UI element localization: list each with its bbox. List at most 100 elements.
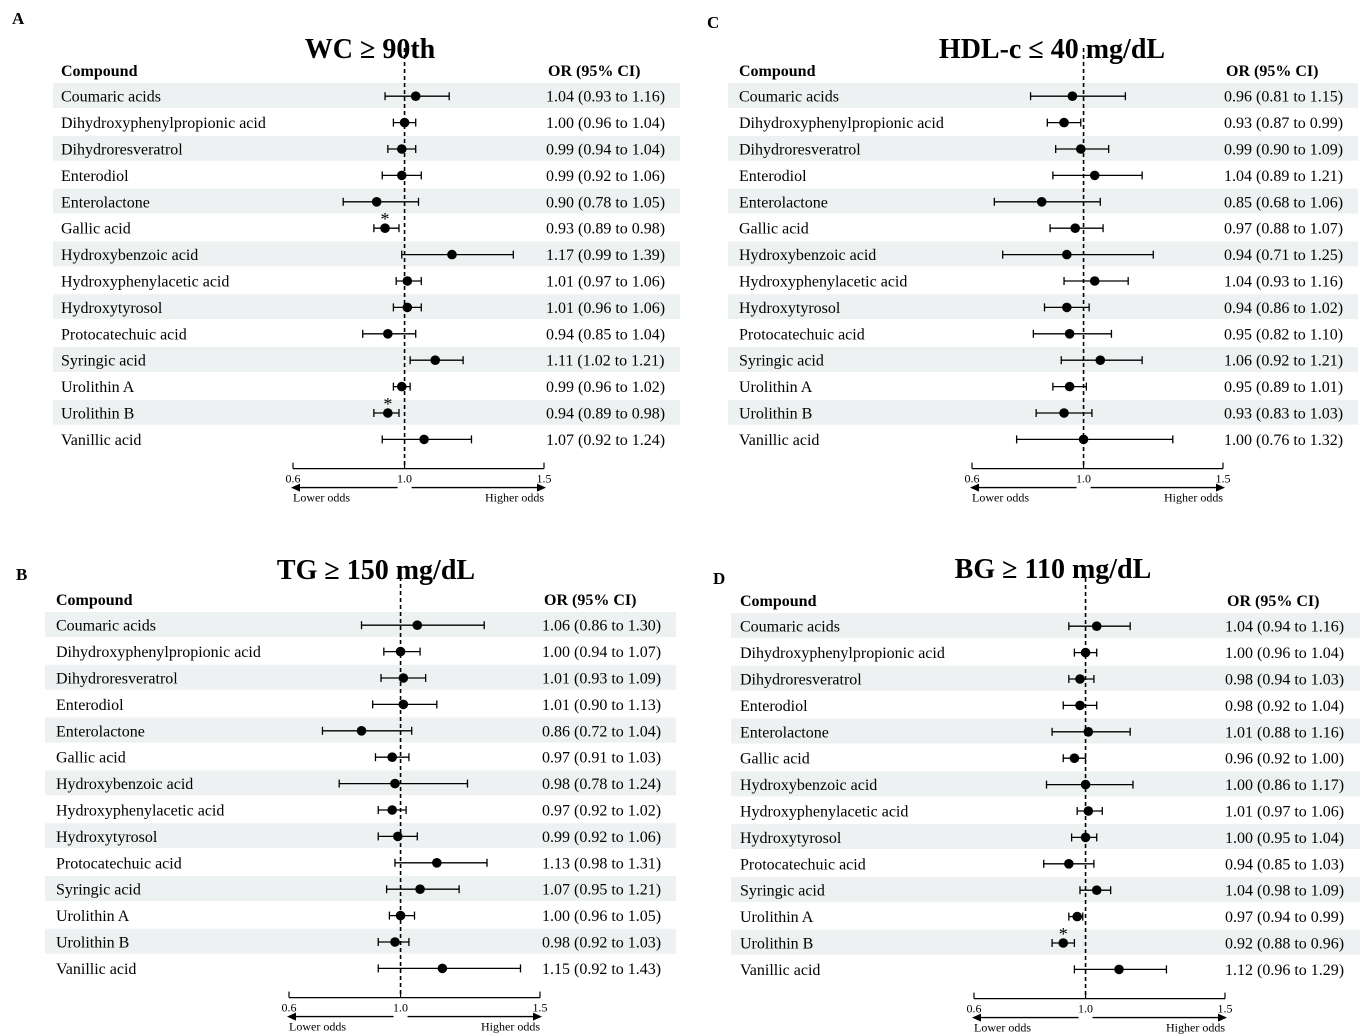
or-ci-value: 0.96 (0.81 to 1.15) <box>1224 89 1343 106</box>
compound-label: Hydroxyphenylacetic acid <box>56 803 224 820</box>
higher-odds-label: Higher odds <box>1164 491 1223 505</box>
compound-label: Hydroxybenzoic acid <box>61 247 198 264</box>
higher-odds-label: Higher odds <box>485 491 544 505</box>
or-ci-value: 0.86 (0.72 to 1.04) <box>542 723 661 740</box>
x-axis-tick-label: 0.6 <box>282 1001 297 1015</box>
compound-label: Dihydroresveratrol <box>56 671 178 688</box>
forest-panel-d: D BG ≥ 110 mg/dL Compound OR (95% CI) Coumar… <box>713 554 1360 1034</box>
or-point <box>396 170 407 181</box>
compound-label: Dihydroxyphenylpropionic acid <box>739 115 944 132</box>
or-point <box>437 963 448 974</box>
row-stripe <box>45 770 676 796</box>
compound-label: Gallic acid <box>739 221 809 238</box>
or-point <box>390 778 400 789</box>
compound-label: Gallic acid <box>61 221 131 238</box>
row-stripe <box>45 612 676 637</box>
or-point <box>392 831 403 842</box>
higher-odds-arrowhead <box>537 483 546 492</box>
compound-label: Hydroxytyrosol <box>61 300 163 317</box>
or-ci-value: 1.00 (0.95 to 1.04) <box>1225 830 1344 847</box>
compound-label: Coumaric acids <box>740 619 840 636</box>
row-stripe <box>731 929 1360 955</box>
or-ci-value: 0.99 (0.96 to 1.02) <box>546 379 665 396</box>
or-point <box>396 381 407 392</box>
compound-label: Enterodiol <box>56 697 124 714</box>
compound-label: Protocatechuic acid <box>739 326 865 343</box>
or-point <box>1078 434 1089 445</box>
or-point <box>1080 647 1091 658</box>
compound-label: Coumaric acids <box>61 89 161 106</box>
significance-asterisk: * <box>381 209 390 229</box>
or-ci-value: 0.99 (0.92 to 1.06) <box>542 829 661 846</box>
compound-label: Protocatechuic acid <box>61 326 187 343</box>
or-point <box>398 673 409 683</box>
row-stripe <box>45 823 676 849</box>
compound-label: Enterodiol <box>61 168 129 185</box>
compound-label: Enterodiol <box>740 698 808 715</box>
or-ci-value: 1.01 (0.90 to 1.13) <box>542 697 661 714</box>
compound-label: Gallic acid <box>740 751 810 768</box>
compound-label: Protocatechuic acid <box>740 856 866 873</box>
panel-letter: B <box>16 565 27 584</box>
compound-label: Dihydroxyphenylpropionic acid <box>740 645 945 662</box>
or-ci-value: 1.01 (0.93 to 1.09) <box>542 671 661 688</box>
compound-label: Urolithin B <box>740 936 813 953</box>
higher-odds-arrowhead <box>1218 1013 1227 1022</box>
higher-odds-label: Higher odds <box>481 1020 540 1034</box>
row-stripe <box>731 613 1360 638</box>
x-axis-tick-label: 1.5 <box>1218 1002 1233 1016</box>
or-ci-value: 1.04 (0.89 to 1.21) <box>1224 168 1343 185</box>
compound-label: Urolithin B <box>56 935 129 952</box>
or-point <box>1080 832 1091 843</box>
compound-label: Dihydroresveratrol <box>740 672 862 689</box>
compound-label: Enterodiol <box>739 168 807 185</box>
or-point <box>387 752 397 762</box>
or-point <box>371 197 382 207</box>
compound-label: Protocatechuic acid <box>56 855 182 872</box>
row-stripe <box>731 771 1360 797</box>
compound-label: Syringic acid <box>61 353 146 370</box>
or-point <box>1091 621 1102 631</box>
or-point <box>1072 911 1082 922</box>
row-stripe <box>731 877 1360 902</box>
or-ci-value: 0.98 (0.78 to 1.24) <box>542 776 661 793</box>
or-ci-value: 1.01 (0.88 to 1.16) <box>1225 724 1344 741</box>
compound-label: Gallic acid <box>56 750 126 767</box>
or-ci-value: 1.00 (0.76 to 1.32) <box>1224 432 1343 449</box>
or-point <box>387 805 397 815</box>
or-ci-value: 1.06 (0.86 to 1.30) <box>542 618 661 635</box>
row-stripe <box>53 135 680 161</box>
row-stripe <box>53 188 680 214</box>
or-point <box>432 858 442 868</box>
or-point <box>1080 779 1091 790</box>
or-point <box>1089 170 1100 181</box>
significance-asterisk: * <box>383 394 392 414</box>
or-point <box>1070 223 1080 233</box>
or-ci-value: 1.11 (1.02 to 1.21) <box>546 353 665 370</box>
row-stripe <box>731 665 1360 691</box>
row-stripe <box>45 876 676 901</box>
compound-label: Enterolactone <box>740 724 829 741</box>
significance-asterisk: * <box>1059 924 1068 944</box>
or-point <box>398 699 409 710</box>
compound-label: Dihydroresveratrol <box>61 142 183 159</box>
or-point <box>1075 700 1085 711</box>
or-ci-value: 1.01 (0.97 to 1.06) <box>1225 804 1344 821</box>
or-ci-value: 0.94 (0.85 to 1.04) <box>546 326 665 343</box>
compound-label: Hydroxyphenylacetic acid <box>740 804 908 821</box>
row-stripe <box>53 241 680 267</box>
or-point <box>447 249 457 260</box>
x-axis-tick-label: 0.6 <box>286 472 301 486</box>
row-stripe <box>728 399 1358 425</box>
or-ci-value: 0.93 (0.87 to 0.99) <box>1224 115 1343 132</box>
compound-label: Coumaric acids <box>56 618 156 635</box>
compound-label: Hydroxyphenylacetic acid <box>739 274 907 291</box>
compound-label: Hydroxytyrosol <box>56 829 158 846</box>
or-ci-value: 0.85 (0.68 to 1.06) <box>1224 194 1343 211</box>
or-ci-value: 0.94 (0.89 to 0.98) <box>546 406 665 423</box>
compound-column-header: Compound <box>56 592 133 609</box>
or-ci-value: 1.04 (0.93 to 1.16) <box>1224 274 1343 291</box>
lower-odds-arrowhead <box>287 1012 296 1021</box>
compound-label: Syringic acid <box>739 353 824 370</box>
or-point <box>1089 276 1100 286</box>
